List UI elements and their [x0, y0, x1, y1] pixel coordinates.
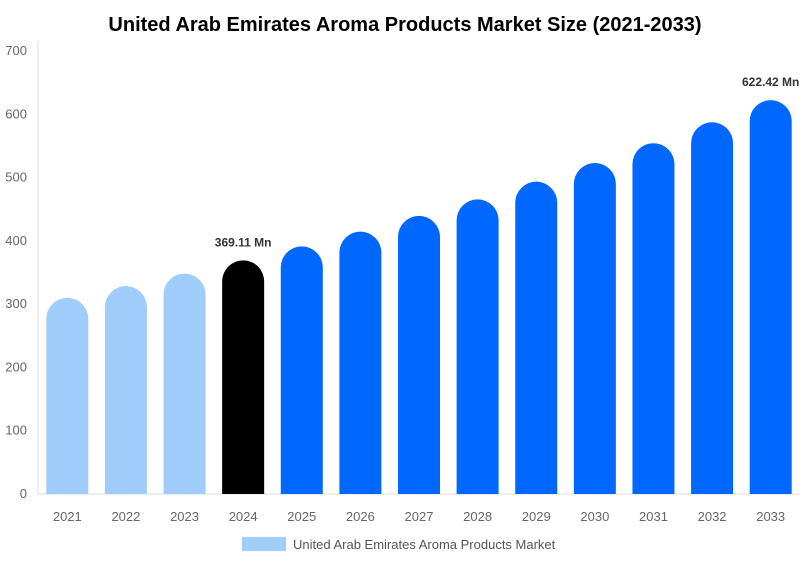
bar-2022: [104, 286, 147, 494]
x-tick-label: 2031: [639, 509, 668, 524]
bar-2024: [222, 260, 265, 494]
bar-2032: [691, 122, 734, 494]
chart-title: United Arab Emirates Aroma Products Mark…: [108, 14, 701, 36]
y-tick-label: 300: [5, 296, 27, 311]
x-tick-label: 2028: [463, 509, 492, 524]
bar-2021: [46, 297, 89, 494]
x-tick-label: 2029: [522, 509, 551, 524]
bar-2028: [456, 199, 499, 494]
y-tick-label: 400: [5, 233, 27, 248]
bar-2031: [632, 143, 675, 495]
x-tick-label: 2033: [756, 509, 785, 524]
x-tick-label: 2023: [170, 509, 199, 524]
x-tick-label: 2030: [580, 509, 609, 524]
legend-label: United Arab Emirates Aroma Products Mark…: [293, 537, 556, 552]
data-label-2024: 369.11 Mn: [215, 235, 272, 249]
data-label-2033: 622.42 Mn: [742, 75, 799, 89]
bar-2029: [515, 181, 558, 494]
bar-2030: [573, 163, 616, 494]
y-tick-label: 200: [5, 359, 27, 374]
legend-swatch: [242, 537, 286, 551]
x-tick-label: 2032: [698, 509, 727, 524]
x-tick-label: 2022: [111, 509, 140, 524]
y-tick-label: 600: [5, 106, 27, 121]
x-tick-label: 2026: [346, 509, 375, 524]
legend: United Arab Emirates Aroma Products Mark…: [242, 537, 556, 552]
x-tick-label: 2025: [287, 509, 316, 524]
x-tick-label: 2021: [53, 509, 82, 524]
bar-2023: [163, 273, 206, 494]
bar-2027: [398, 215, 440, 494]
y-tick-label: 500: [5, 170, 27, 185]
y-tick-label: 100: [5, 423, 27, 438]
x-tick-label: 2024: [229, 509, 258, 524]
y-tick-label: 700: [5, 43, 27, 58]
x-tick-label: 2027: [405, 509, 434, 524]
bar-2026: [339, 231, 382, 494]
y-tick-label: 0: [20, 486, 27, 501]
bar-2033: [749, 100, 792, 495]
bar-2025: [280, 246, 323, 494]
